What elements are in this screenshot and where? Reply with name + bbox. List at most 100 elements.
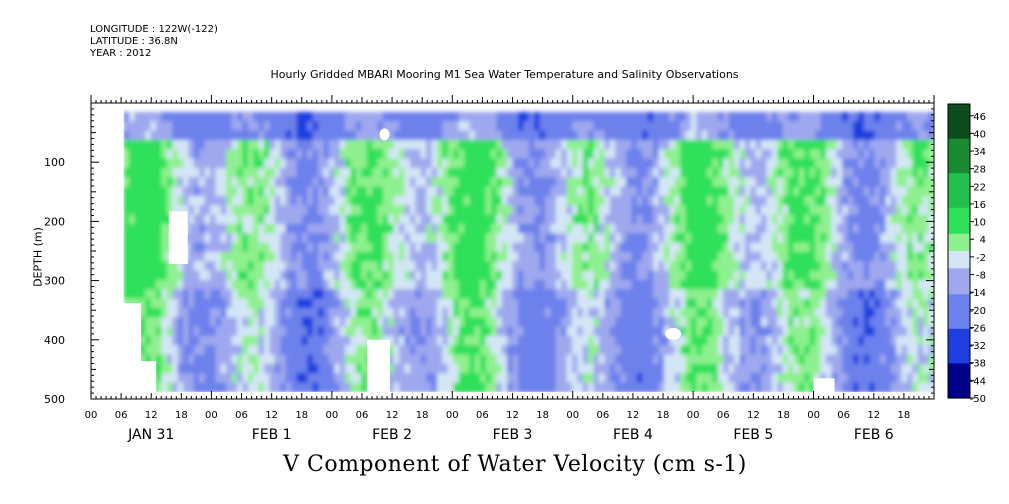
colorbar-swatch xyxy=(948,138,970,148)
colorbar-swatch xyxy=(948,294,970,304)
colorbar-label: -20 xyxy=(970,306,986,317)
colorbar-frame xyxy=(947,103,971,399)
colorbar-swatch xyxy=(948,190,970,200)
colorbar-swatch xyxy=(948,242,970,252)
colorbar-label: 10 xyxy=(973,218,986,229)
colorbar-swatch xyxy=(948,285,970,295)
colorbar-label: -14 xyxy=(970,288,986,299)
x-hour-label: 18 xyxy=(295,410,308,421)
colorbar-swatch xyxy=(948,181,970,192)
colorbar-swatch xyxy=(948,320,970,330)
colorbar-swatch xyxy=(948,207,970,218)
colorbar-swatch xyxy=(948,155,970,166)
x-hour-label: 18 xyxy=(416,410,429,421)
colorbar-swatch xyxy=(948,121,970,131)
y-axis-label: DEPTH (m) xyxy=(31,227,45,287)
x-day-label: FEB 2 xyxy=(372,427,412,443)
x-hour-label: 00 xyxy=(325,410,338,421)
colorbar-swatch xyxy=(948,276,970,287)
x-hour-label: 06 xyxy=(115,410,128,421)
x-day-label: JAN 31 xyxy=(127,427,174,443)
y-tick-label: 300 xyxy=(44,275,65,288)
colorbar-swatch xyxy=(948,302,970,313)
colorbar-label: -38 xyxy=(970,359,986,370)
x-day-label: FEB 6 xyxy=(854,427,894,443)
colorbar-swatch xyxy=(948,164,970,174)
colorbar-swatch xyxy=(948,389,970,399)
colorbar-swatch xyxy=(948,268,970,278)
colorbar: 46 40 34 28 22 16 10 4 -2 -8 -14 -20 -26 -32 -38 -44 -50 xyxy=(947,103,986,405)
colorbar-swatch xyxy=(948,173,970,183)
missing-data-dot-feb2 xyxy=(379,128,390,141)
colorbar-swatch xyxy=(948,337,970,347)
y-axis: 100 200 300 400 500 xyxy=(44,102,934,406)
colorbar-swatch xyxy=(948,147,970,157)
colorbar-label: -26 xyxy=(970,323,986,334)
x-day-label: FEB 4 xyxy=(613,427,653,443)
colorbar-swatch xyxy=(948,354,970,365)
colorbar-swatch xyxy=(948,259,970,269)
colorbar-label: 22 xyxy=(973,182,986,193)
colorbar-label: 4 xyxy=(980,235,986,246)
year-label: YEAR : 2012 xyxy=(90,48,152,59)
x-hour-label: 00 xyxy=(85,410,98,421)
missing-data-gap-feb2 xyxy=(366,339,390,399)
y-tick-label: 400 xyxy=(44,334,65,347)
x-axis-label: V Component of Water Velocity (cm s-1) xyxy=(283,452,747,477)
x-day-label: FEB 5 xyxy=(733,427,773,443)
y-tick-label: 500 xyxy=(44,393,65,406)
colorbar-label: -2 xyxy=(976,253,986,264)
chart-title: Hourly Gridded MBARI Mooring M1 Sea Wate… xyxy=(270,68,739,81)
colorbar-label: -44 xyxy=(970,376,986,387)
x-hour-label: 06 xyxy=(717,410,730,421)
colorbar-swatch xyxy=(948,363,970,373)
colorbar-label: 28 xyxy=(973,165,986,176)
x-hour-label: 06 xyxy=(837,410,850,421)
x-hour-label: 00 xyxy=(807,410,820,421)
x-hour-label: 18 xyxy=(777,410,790,421)
colorbar-swatch xyxy=(948,346,970,356)
missing-data-gap-feb6 xyxy=(813,378,835,399)
x-hour-label: 18 xyxy=(657,410,670,421)
x-hour-label: 00 xyxy=(446,410,459,421)
x-hour-label: 12 xyxy=(386,410,399,421)
colorbar-swatch xyxy=(948,372,970,382)
x-hour-label: 06 xyxy=(596,410,609,421)
colorbar-label: 46 xyxy=(973,112,986,123)
colorbar-swatch xyxy=(948,129,970,140)
colorbar-swatch xyxy=(948,251,970,261)
colorbar-swatch xyxy=(948,199,970,209)
colorbar-swatch xyxy=(948,380,970,390)
colorbar-swatch xyxy=(948,112,970,122)
colorbar-label: 34 xyxy=(973,147,986,158)
colorbar-swatch xyxy=(948,225,970,235)
missing-data-gap-jan31 xyxy=(168,211,188,265)
x-hour-label: 18 xyxy=(536,410,549,421)
x-day-label: FEB 3 xyxy=(493,427,533,443)
colorbar-label: 16 xyxy=(973,200,986,211)
colorbar-swatch xyxy=(948,216,970,226)
x-hour-label: 12 xyxy=(627,410,640,421)
colorbar-label: -8 xyxy=(976,271,986,282)
x-day-label: FEB 1 xyxy=(252,427,292,443)
x-axis: 00 06 12 18 00 06 12 18 00 06 12 18 00 06 12 18 00 06 12 18… xyxy=(85,95,935,443)
missing-data-dot-feb4 xyxy=(665,327,682,340)
x-hour-label: 06 xyxy=(235,410,248,421)
longitude-label: LONGITUDE : 122W(-122) xyxy=(90,24,218,35)
field-cells xyxy=(123,111,934,393)
x-hour-label: 06 xyxy=(356,410,369,421)
x-hour-label: 00 xyxy=(205,410,218,421)
y-tick-label: 200 xyxy=(44,215,65,228)
x-hour-label: 00 xyxy=(687,410,700,421)
colorbar-label: 40 xyxy=(973,129,986,140)
velocity-field xyxy=(123,111,934,393)
latitude-label: LATITUDE : 36.8N xyxy=(90,36,178,47)
x-hour-label: 12 xyxy=(145,410,158,421)
x-hour-label: 00 xyxy=(566,410,579,421)
x-hour-label: 18 xyxy=(898,410,911,421)
colorbar-swatch xyxy=(948,233,970,243)
colorbar-swatch xyxy=(948,328,970,339)
colorbar-label: -50 xyxy=(970,394,986,405)
